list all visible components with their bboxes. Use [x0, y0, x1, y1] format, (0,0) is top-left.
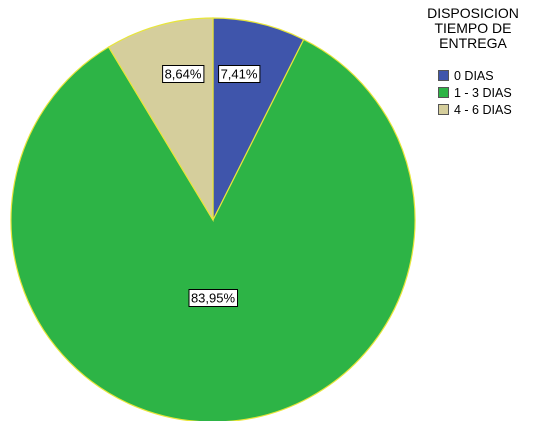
pie-slice-1-3-dias	[10, 38, 416, 421]
legend-item-1-3-dias: 1 - 3 DIAS	[438, 84, 512, 101]
legend-label-4-6-dias: 4 - 6 DIAS	[454, 102, 512, 117]
legend-title-line-3: ENTREGA	[439, 35, 507, 51]
data-label-1-3-dias: 83,95%	[188, 289, 238, 307]
data-label-text: 8,64%	[165, 67, 202, 82]
data-label-box	[162, 65, 205, 83]
legend-title: DISPOSICION TIEMPO DE ENTREGA	[414, 6, 532, 51]
legend-swatch-0-dias	[438, 70, 449, 81]
data-label-0-dias: 7,41%	[218, 65, 261, 83]
legend-swatch-1-3-dias	[438, 87, 449, 98]
legend-label-0-dias: 0 DIAS	[454, 68, 494, 83]
data-label-4-6-dias: 8,64%	[162, 65, 205, 83]
legend-swatch-4-6-dias	[438, 104, 449, 115]
legend-label-1-3-dias: 1 - 3 DIAS	[454, 85, 512, 100]
data-label-text: 83,95%	[191, 291, 236, 306]
legend-title-line-2: TIEMPO DE	[434, 20, 512, 36]
data-label-text: 7,41%	[221, 67, 258, 82]
legend: 0 DIAS 1 - 3 DIAS 4 - 6 DIAS	[438, 67, 512, 118]
data-label-box	[188, 289, 238, 307]
legend-item-0-dias: 0 DIAS	[438, 67, 512, 84]
data-label-box	[218, 65, 261, 83]
legend-item-4-6-dias: 4 - 6 DIAS	[438, 101, 512, 118]
legend-title-line-1: DISPOSICION	[427, 5, 519, 21]
